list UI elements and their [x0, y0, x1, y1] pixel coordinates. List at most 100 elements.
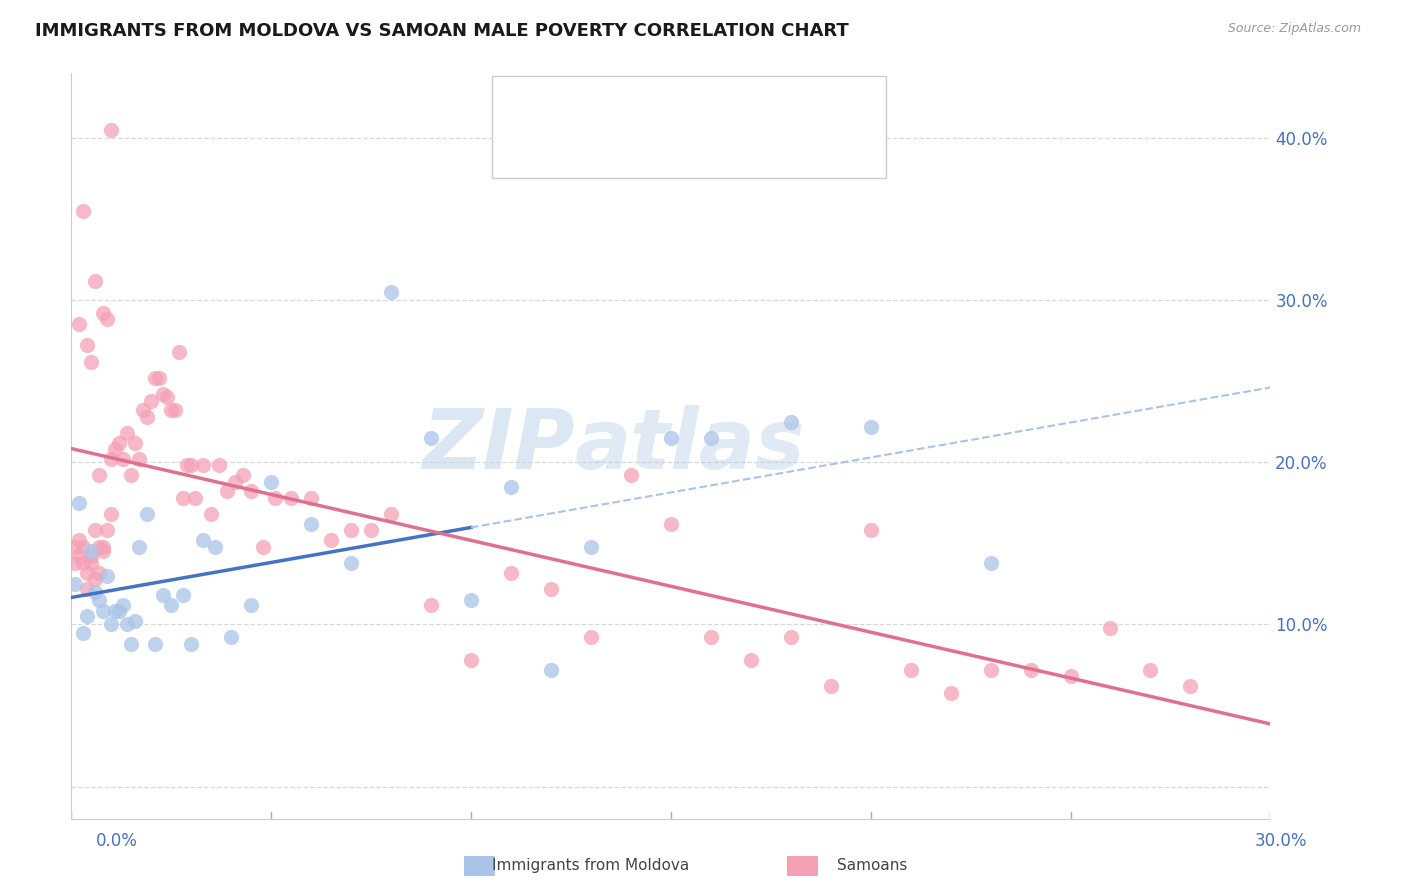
- Point: [100, 617, 122, 632]
- Text: R =  0.191    N = 84: R = 0.191 N = 84: [565, 144, 747, 161]
- Point: [1139, 663, 1161, 677]
- Point: [89, 540, 111, 554]
- Text: R = 0.298    N =  41: R = 0.298 N = 41: [565, 95, 747, 112]
- Point: [160, 598, 183, 612]
- Point: [76, 566, 98, 580]
- Point: [299, 516, 322, 531]
- Point: [152, 588, 174, 602]
- Point: [72, 625, 94, 640]
- Point: [65, 540, 87, 554]
- Point: [1019, 663, 1042, 677]
- Point: [1059, 669, 1081, 683]
- Point: [115, 425, 138, 440]
- Point: [89, 566, 111, 580]
- Text: Samoans: Samoans: [837, 858, 907, 872]
- Point: [1099, 621, 1122, 635]
- Point: [89, 593, 111, 607]
- Point: [65, 556, 87, 570]
- Point: [91, 306, 114, 320]
- Point: [96, 312, 118, 326]
- Point: [859, 524, 882, 538]
- Point: [579, 540, 602, 554]
- Point: [659, 516, 682, 531]
- Point: [136, 507, 159, 521]
- Point: [180, 458, 202, 473]
- Point: [141, 393, 163, 408]
- Point: [104, 442, 127, 457]
- Text: atlas: atlas: [575, 406, 806, 486]
- Point: [240, 484, 263, 499]
- Point: [76, 338, 98, 352]
- Point: [112, 598, 135, 612]
- Point: [980, 556, 1002, 570]
- Text: 30.0%: 30.0%: [1256, 831, 1308, 849]
- Point: [84, 524, 107, 538]
- Point: [72, 556, 94, 570]
- Point: [659, 431, 682, 445]
- Point: [128, 540, 150, 554]
- Point: [132, 403, 155, 417]
- Point: [124, 435, 146, 450]
- Point: [143, 371, 166, 385]
- Point: [939, 685, 962, 699]
- Point: [260, 475, 283, 489]
- Point: [191, 458, 214, 473]
- Point: [779, 415, 801, 429]
- Point: [72, 203, 94, 218]
- Point: [900, 663, 922, 677]
- Point: [65, 577, 87, 591]
- Point: [72, 540, 94, 554]
- Point: [460, 593, 482, 607]
- Point: [200, 507, 222, 521]
- Point: [91, 544, 114, 558]
- Point: [240, 598, 263, 612]
- Point: [217, 484, 239, 499]
- Point: [252, 540, 274, 554]
- Point: [96, 568, 118, 582]
- Point: [84, 572, 107, 586]
- Point: [115, 617, 138, 632]
- Point: [184, 491, 207, 505]
- Point: [499, 566, 522, 580]
- Point: [160, 403, 183, 417]
- Point: [76, 609, 98, 624]
- Point: [124, 614, 146, 628]
- Point: [232, 468, 254, 483]
- Point: [740, 653, 762, 667]
- Point: [165, 403, 187, 417]
- Point: [204, 540, 226, 554]
- Text: 0.0%: 0.0%: [96, 831, 138, 849]
- Point: [700, 631, 723, 645]
- Point: [148, 371, 170, 385]
- Point: [340, 524, 363, 538]
- Point: [104, 604, 127, 618]
- Point: [280, 491, 302, 505]
- Point: [219, 631, 242, 645]
- Point: [156, 390, 179, 404]
- Point: [96, 524, 118, 538]
- Point: [89, 468, 111, 483]
- Point: [91, 540, 114, 554]
- Point: [620, 468, 643, 483]
- Point: [80, 549, 103, 564]
- Point: [700, 431, 723, 445]
- Point: [67, 496, 90, 510]
- Point: [779, 631, 801, 645]
- Point: [80, 544, 103, 558]
- Point: [100, 122, 122, 136]
- Point: [67, 549, 90, 564]
- Point: [120, 468, 142, 483]
- Point: [120, 637, 142, 651]
- Point: [420, 598, 443, 612]
- Point: [299, 491, 322, 505]
- Point: [579, 631, 602, 645]
- Point: [176, 458, 198, 473]
- Point: [136, 409, 159, 424]
- Point: [420, 431, 443, 445]
- Point: [224, 475, 246, 489]
- Point: [460, 653, 482, 667]
- Point: [108, 604, 131, 618]
- Point: [172, 491, 194, 505]
- Point: [84, 585, 107, 599]
- Point: [208, 458, 231, 473]
